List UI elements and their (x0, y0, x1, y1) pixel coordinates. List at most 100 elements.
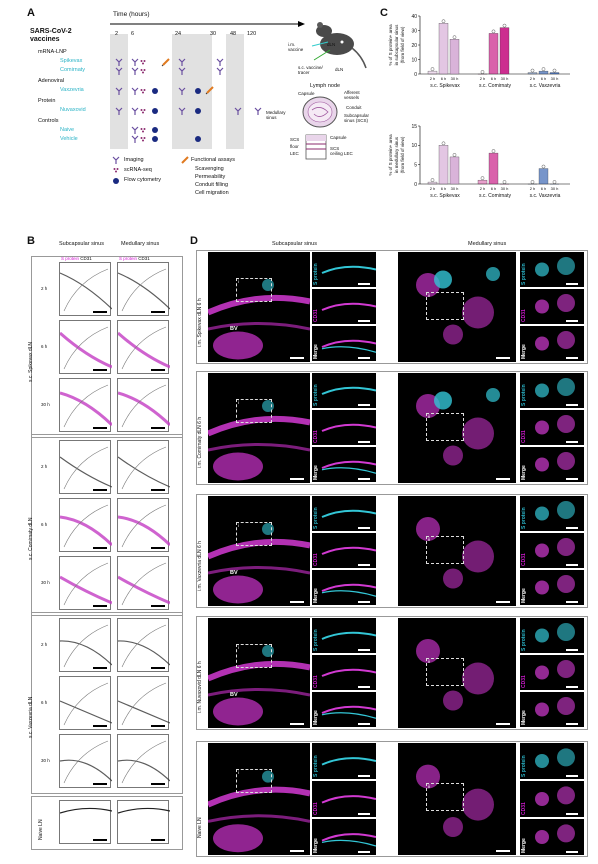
panel-b: Subcapsular sinus Medullary sinus S prot… (27, 238, 187, 862)
label-im-vaccine: i.m. vaccine (288, 42, 304, 52)
d-inset-label: S protein (521, 755, 527, 777)
b-micrograph (59, 378, 114, 432)
assay-permeability: Permeability (195, 174, 226, 180)
vaccines-title: SARS-CoV-2 vaccines (30, 28, 72, 43)
bar (499, 27, 510, 75)
time-6: 6 (131, 31, 135, 37)
x-tick-label: 30 h (551, 76, 559, 81)
d-inset-label: Merge (313, 465, 319, 480)
control-naive: Naive (60, 127, 75, 133)
scale-bar (151, 839, 165, 841)
y-axis-label: (from field of view) (400, 26, 405, 63)
b-time-label: 6 h (41, 344, 48, 349)
scale-bar (496, 850, 510, 852)
vaccine-vaxzevria: Vaxzevria (60, 87, 84, 93)
data-point (552, 68, 557, 73)
x-group-label: s.c. Spikevax (430, 193, 460, 199)
y-axis-label: in medullary sinus (394, 136, 399, 173)
scale-bar (93, 605, 107, 607)
bar (538, 168, 549, 185)
b-micrograph (59, 498, 114, 552)
b-micrograph-naive (117, 800, 171, 844)
time-30: 30 (210, 31, 217, 37)
scale-bar (566, 478, 578, 480)
b-group-label: s.c. Comirnaty dLN (28, 517, 34, 560)
scale-bar (93, 725, 107, 727)
x-tick-label: 6 h (441, 76, 447, 81)
scale-bar (93, 311, 107, 313)
timeline-symbols (115, 58, 262, 144)
d-scs-inset (312, 692, 377, 727)
x-tick-label: 2 h (530, 76, 536, 81)
label-sc-vaccine: s.c. vaccine/ tracer (298, 65, 323, 75)
d-scs-main (206, 496, 311, 606)
data-point (480, 176, 485, 180)
x-tick-label: 6 h (441, 186, 447, 191)
x-tick-label: 30 h (501, 76, 509, 81)
d-scs-inset (312, 819, 377, 855)
scale-bar (358, 441, 370, 443)
scale-bar (151, 311, 165, 313)
assay-migration: Cell migration (195, 190, 229, 196)
label-lec: LEC (290, 151, 299, 156)
b-micrograph (117, 262, 171, 316)
x-tick-label: 6 h (541, 76, 547, 81)
label-capsule: Capsule (298, 91, 315, 96)
data-point (452, 153, 457, 157)
panel-c: 0 10 20 30 40% of S protein+ area in subcapsu… (378, 8, 578, 228)
x-group-label: s.c. Vaxzevria (530, 83, 561, 89)
scale-bar (566, 813, 578, 815)
d-bv-label: BV (230, 570, 238, 576)
b-time-label: 6 h (41, 522, 48, 527)
vaccine-nuvaxovid: Nuvaxovid (60, 107, 86, 113)
scale-bar (496, 357, 510, 359)
d-med-inset (520, 447, 584, 482)
d-inset-label: Merge (521, 838, 527, 853)
scale-bar (93, 547, 107, 549)
data-point (430, 178, 435, 182)
time-column-24h (172, 34, 212, 149)
d-scs-inset (312, 410, 377, 445)
b-time-label: 6 h (41, 700, 48, 705)
x-tick-label: 30 h (551, 186, 559, 191)
label-floor: floor (290, 144, 299, 149)
d-zoom-box (426, 413, 464, 441)
d-inset-label: S protein (521, 507, 527, 529)
x-group-label: s.c. Comirnaty (479, 83, 511, 89)
d-scs-inset (312, 373, 377, 408)
bar (527, 72, 538, 75)
x-tick-label: 6 h (491, 76, 497, 81)
b-naive-label: Naive LN (38, 819, 44, 840)
bar (477, 179, 488, 185)
d-med-inset (520, 618, 584, 653)
scale-bar (358, 478, 370, 480)
bar (488, 33, 499, 75)
scale-bar (566, 357, 578, 359)
y-tick-label: 30 (411, 28, 417, 34)
b-stain-s: S protein (61, 256, 80, 261)
bar (538, 70, 549, 75)
bar (449, 156, 460, 185)
time-column-48h (226, 34, 244, 149)
scale-bar (566, 320, 578, 322)
d-med-main (398, 373, 516, 483)
d-zoom-box (236, 769, 272, 793)
bar (438, 145, 449, 185)
d-inset-label: Merge (313, 344, 319, 359)
scs-zoom-illustration (305, 134, 327, 160)
d-med-inset (520, 819, 584, 855)
data-point (452, 35, 457, 40)
b-group-box (31, 796, 183, 850)
y-tick-label: 20 (411, 43, 417, 49)
y-axis-label: % of S protein+ area (388, 24, 393, 66)
b-micrograph (59, 440, 113, 494)
scale-bar (290, 850, 304, 852)
scale-bar (358, 283, 370, 285)
d-inset-label: S protein (313, 507, 319, 529)
y-tick-label: 10 (411, 143, 417, 149)
d-inset-label: CD31 (521, 802, 527, 815)
b-micrograph (59, 676, 113, 730)
d-scs-inset (312, 252, 377, 287)
bar (449, 39, 460, 75)
scale-bar (566, 649, 578, 651)
